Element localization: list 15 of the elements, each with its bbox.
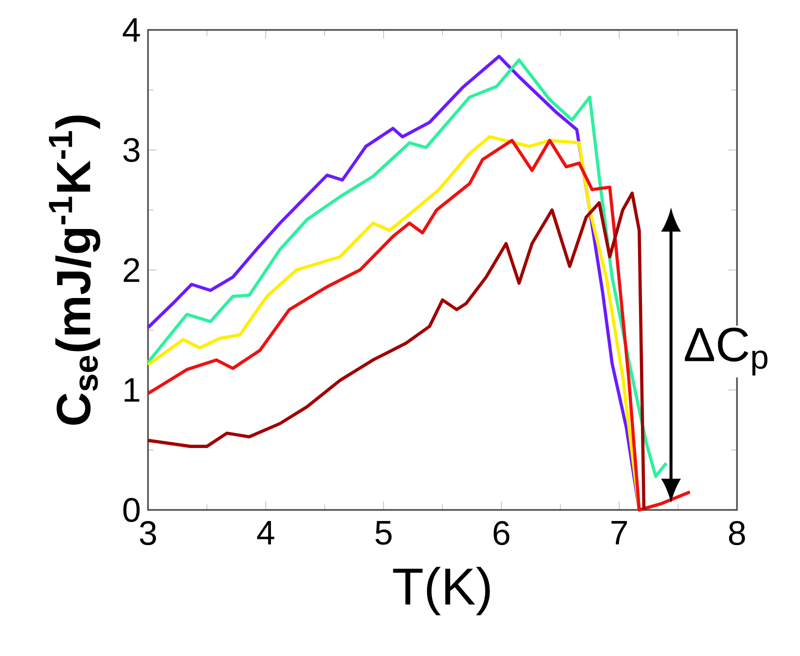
x-tick-label: 6 xyxy=(494,521,510,546)
y-tick-label: 3 xyxy=(123,138,140,162)
x-tick-label: 3 xyxy=(140,521,156,546)
y-tick-label: 4 xyxy=(122,18,140,42)
x-axis-title: T(K) xyxy=(393,566,490,616)
annotation: ΔC$_{p}$ xyxy=(684,328,768,376)
y-tick-label: 2 xyxy=(124,258,140,282)
x-tick-label: 7 xyxy=(611,521,627,544)
x-tick-label: 5 xyxy=(375,521,392,545)
x-tick-label: 4 xyxy=(257,521,274,544)
y-tick-label: 1 xyxy=(124,378,140,402)
x-tick-label: 8 xyxy=(729,521,745,546)
line-series xyxy=(146,192,646,512)
y-tick-label: 0 xyxy=(123,498,140,522)
y-axis-title: C$_{se}$(mJ/g$^{-1}$K$^{-1}$) xyxy=(48,116,100,425)
